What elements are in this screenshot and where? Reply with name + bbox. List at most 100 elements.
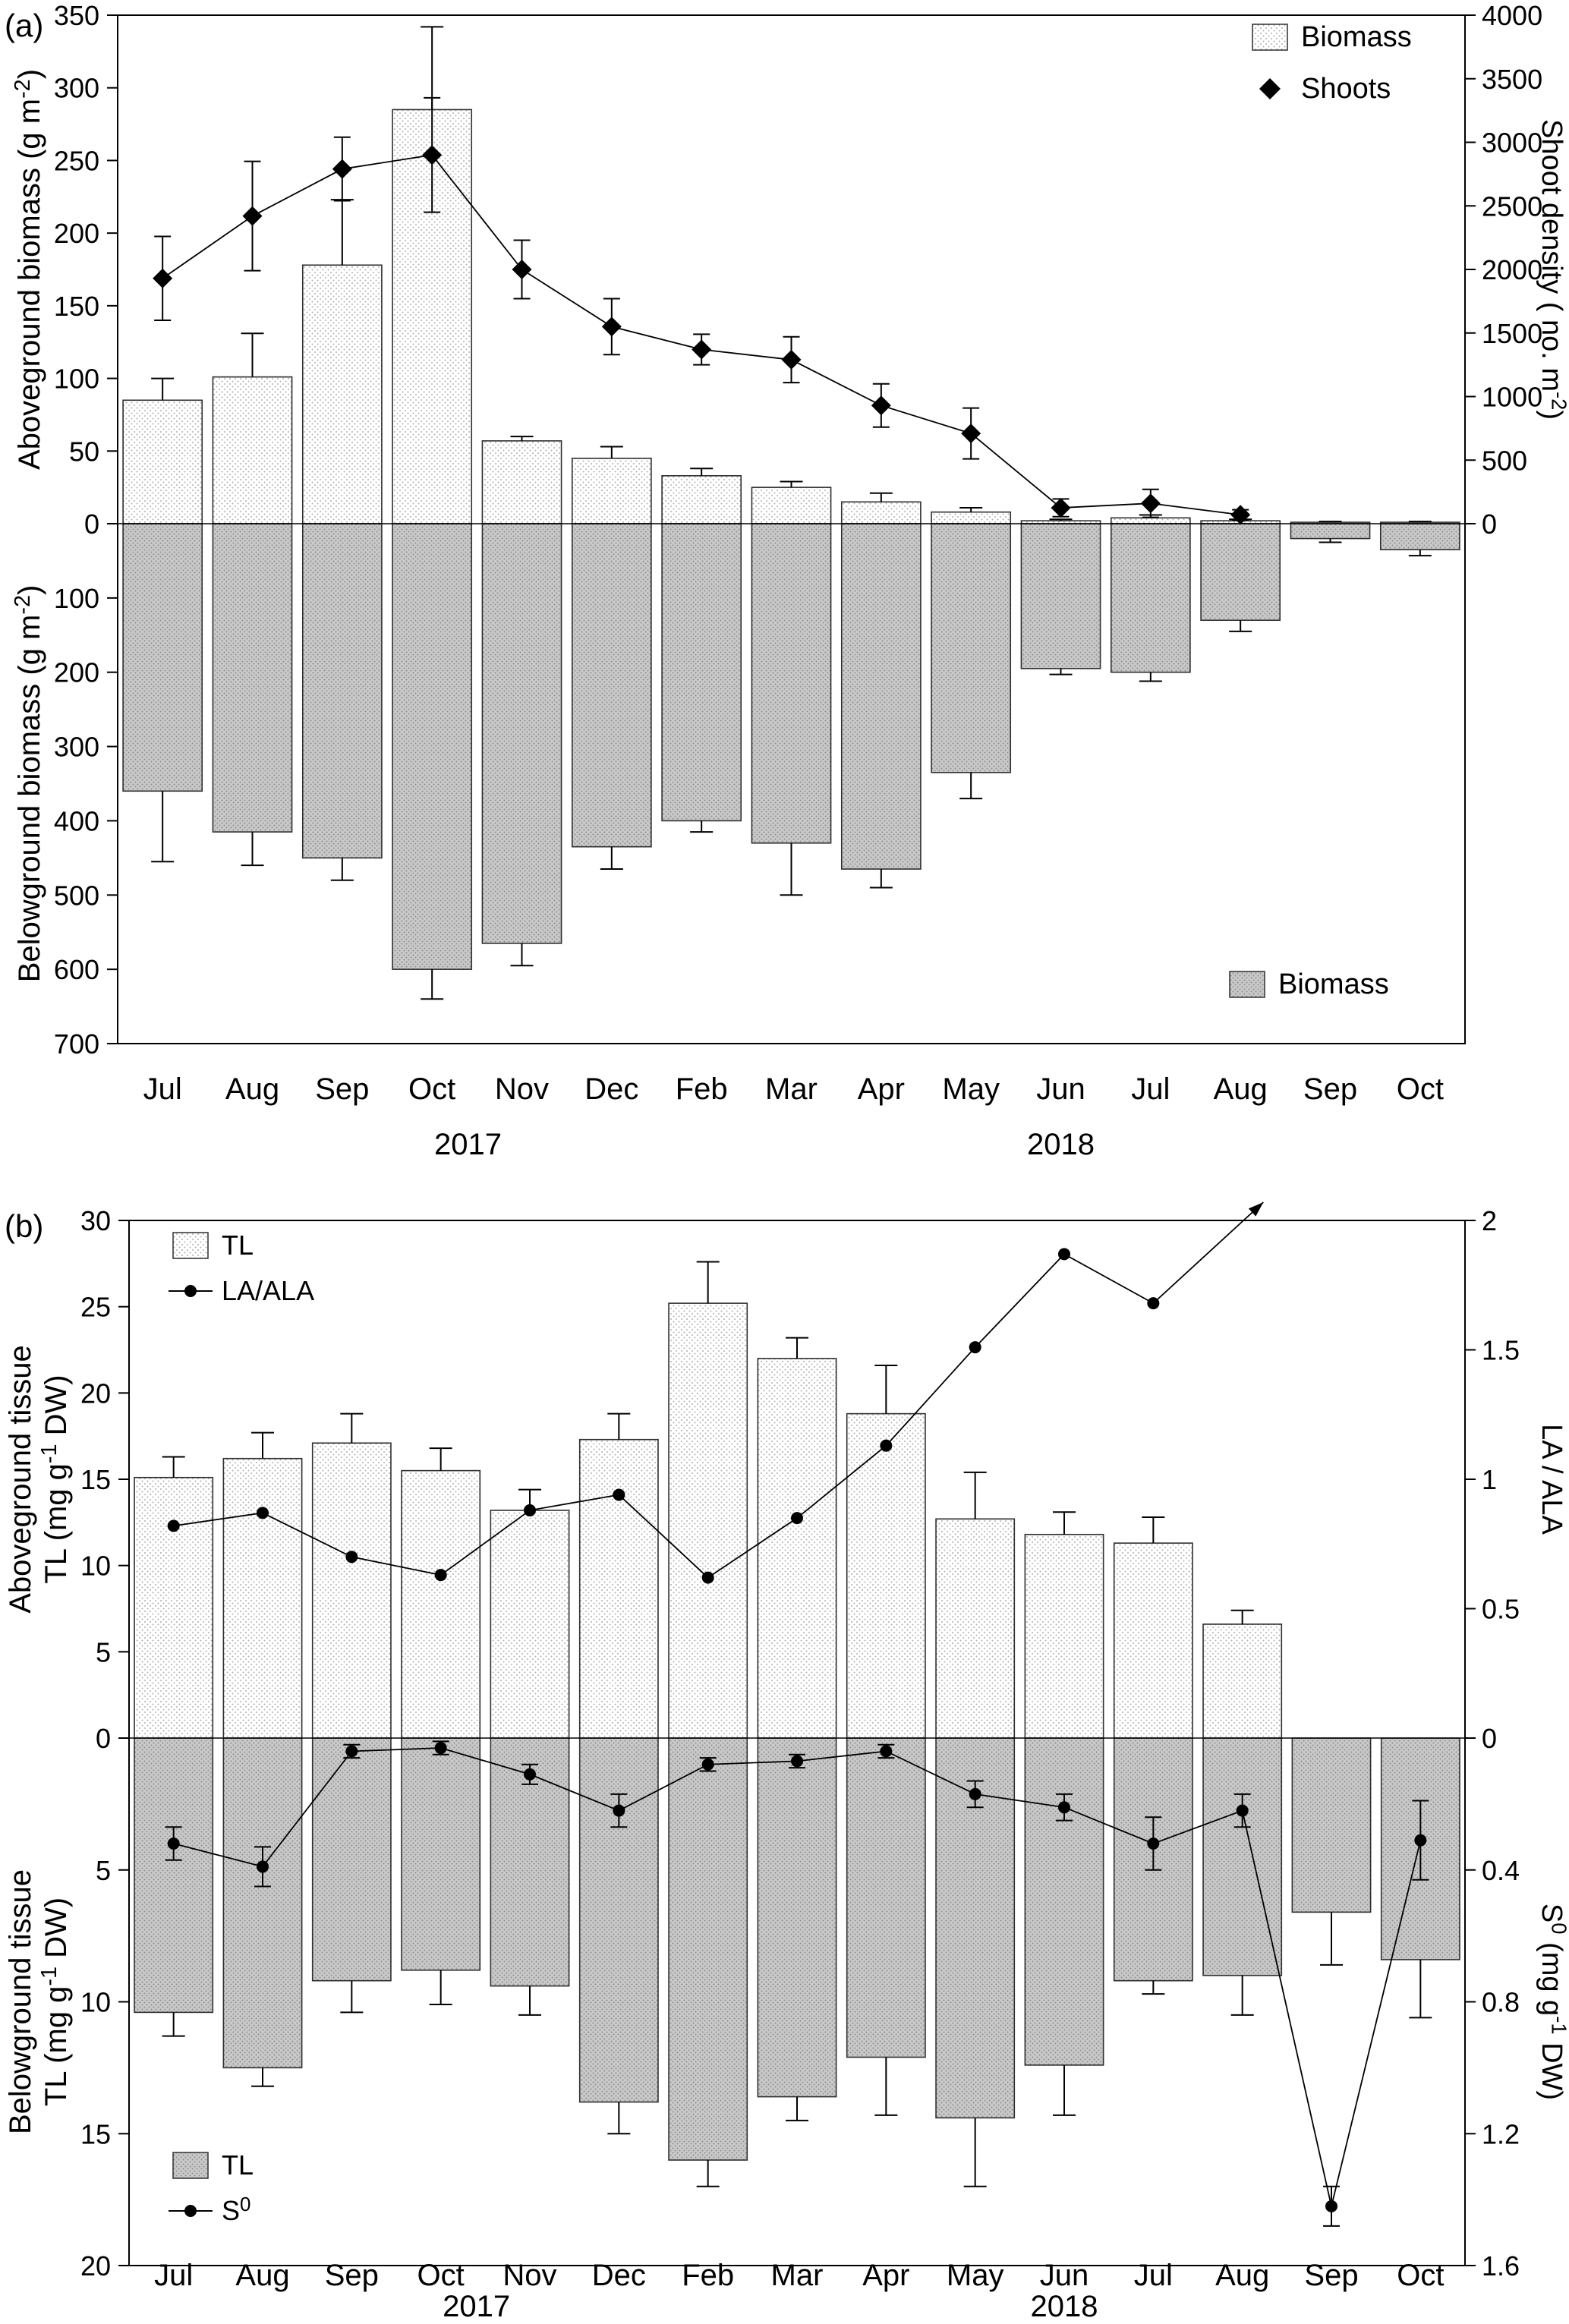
- aboveground-bar: [122, 399, 203, 524]
- y-tick-label: 15: [80, 2118, 111, 2149]
- circle-marker: [434, 1569, 447, 1582]
- y-tick-label: 350: [54, 0, 99, 31]
- aboveground-bar: [751, 487, 832, 524]
- circle-marker: [434, 1742, 447, 1755]
- diamond-marker: [332, 159, 352, 179]
- aboveground-bar: [481, 440, 562, 524]
- left-axis-label: TL (mg g-1 DW): [37, 1375, 73, 1583]
- right-axis-label: Shoot density ( no. m-2): [1536, 119, 1569, 420]
- plot-frame: [128, 1220, 1466, 2266]
- belowground-bar: [1020, 523, 1101, 669]
- diamond-marker: [512, 260, 532, 279]
- y-tick-label: 10: [80, 1987, 111, 2018]
- aboveground-bar: [212, 376, 293, 524]
- y-tick-label: 1000: [1482, 382, 1542, 413]
- year-label: 2017: [434, 1128, 502, 1161]
- aboveground-bar: [935, 1518, 1016, 1739]
- aboveground-bar: [578, 1438, 659, 1739]
- y-tick-label: 2000: [1482, 254, 1542, 285]
- aboveground-bar: [571, 458, 652, 524]
- diamond-marker: [961, 424, 981, 444]
- aboveground-bar: [401, 1469, 481, 1739]
- circle-marker: [345, 1551, 358, 1564]
- x-tick-label: Feb: [682, 2259, 734, 2292]
- belowground-bar: [757, 1737, 837, 2098]
- y-tick-label: 25: [80, 1292, 111, 1323]
- y-tick-label: 50: [69, 436, 99, 467]
- y-tick-label: 300: [54, 732, 99, 763]
- y-tick-label: 3500: [1482, 64, 1542, 95]
- y-tick-label: 5: [96, 1636, 111, 1667]
- diamond-marker: [153, 268, 173, 288]
- x-tick-label: Jun: [1036, 1072, 1085, 1106]
- circle-marker: [791, 1512, 803, 1525]
- aboveground-bar: [840, 501, 922, 524]
- trend-arrow-icon: [1248, 1202, 1264, 1217]
- x-tick-label: Sep: [325, 2259, 379, 2292]
- left-axis-label: Aboveground tissue: [4, 1345, 37, 1614]
- panel-letter: (b): [5, 1208, 43, 1244]
- year-label: 2017: [443, 2290, 510, 2320]
- circle-marker: [1058, 1801, 1070, 1814]
- legend-swatch-light: [1252, 24, 1288, 51]
- circle-marker: [1236, 1804, 1249, 1817]
- circle-marker: [613, 1488, 625, 1501]
- belowground-bar: [578, 1737, 659, 2103]
- circle-marker: [524, 1504, 536, 1516]
- aboveground-bar: [311, 1442, 392, 1739]
- belowground-bar: [1202, 1737, 1283, 1976]
- y-tick-label: 250: [54, 145, 99, 176]
- y-tick-label: 150: [54, 291, 99, 322]
- aboveground-bar: [1024, 1533, 1104, 1739]
- x-tick-label: May: [942, 1072, 1000, 1106]
- aboveground-bar: [1113, 1542, 1193, 1739]
- aboveground-bar: [931, 511, 1012, 524]
- diamond-marker: [242, 206, 263, 226]
- circle-marker: [701, 1758, 714, 1771]
- x-tick-label: Dec: [592, 2259, 646, 2292]
- y-tick-label: 5: [96, 1855, 111, 1886]
- belowground-bar: [668, 1737, 748, 2161]
- x-tick-label: Jul: [1134, 2259, 1173, 2292]
- legend-label: Biomass: [1278, 968, 1389, 1000]
- y-tick-label: 0.5: [1482, 1594, 1520, 1625]
- left-axis-label: Belowground tissue: [4, 1869, 37, 2134]
- legend-label: Shoots: [1301, 73, 1391, 105]
- y-tick-label: 30: [80, 1205, 111, 1236]
- legend-label: TL: [222, 1230, 254, 1261]
- aboveground-bar: [222, 1457, 303, 1739]
- y-tick-label: 100: [54, 583, 99, 614]
- panel-letter: (a): [5, 8, 43, 43]
- circle-marker: [1058, 1248, 1070, 1261]
- belowground-bar: [392, 523, 473, 970]
- x-tick-label: Sep: [1303, 1072, 1357, 1106]
- belowground-bar: [1110, 523, 1191, 673]
- panel-a: 0 50 100 150 200 250 300 350 100 200 300 400 500 600 7…: [5, 0, 1569, 1161]
- diamond-marker: [601, 316, 622, 337]
- y-tick-label: 200: [54, 218, 99, 249]
- y-tick-label: 500: [1482, 445, 1527, 476]
- circle-marker: [1325, 2200, 1337, 2212]
- y-tick-label: 500: [54, 880, 99, 911]
- x-tick-label: Nov: [503, 2259, 556, 2292]
- belowground-bar: [1024, 1737, 1104, 2066]
- legend-swatch-gray: [1229, 971, 1265, 998]
- year-label: 2018: [1031, 2290, 1098, 2320]
- y-tick-label: 300: [54, 73, 99, 104]
- circle-marker: [1147, 1837, 1160, 1850]
- belowground-bar: [222, 1737, 303, 2069]
- x-tick-label: Oct: [1397, 2259, 1444, 2292]
- y-tick-label: 1.5: [1482, 1335, 1520, 1366]
- belowground-bar: [1291, 1737, 1372, 1913]
- circle-marker: [880, 1745, 893, 1758]
- x-tick-label: Dec: [584, 1072, 638, 1106]
- circle-marker: [167, 1837, 180, 1850]
- legend-swatch-light: [172, 1232, 209, 1259]
- aboveground-bar: [668, 1302, 748, 1739]
- y-tick-label: 2: [1482, 1205, 1497, 1236]
- x-tick-label: Aug: [1214, 1072, 1268, 1106]
- y-tick-label: 0: [1482, 509, 1497, 540]
- x-tick-label: Sep: [1304, 2259, 1358, 2292]
- diamond-marker: [1230, 505, 1251, 525]
- circle-marker: [791, 1755, 803, 1768]
